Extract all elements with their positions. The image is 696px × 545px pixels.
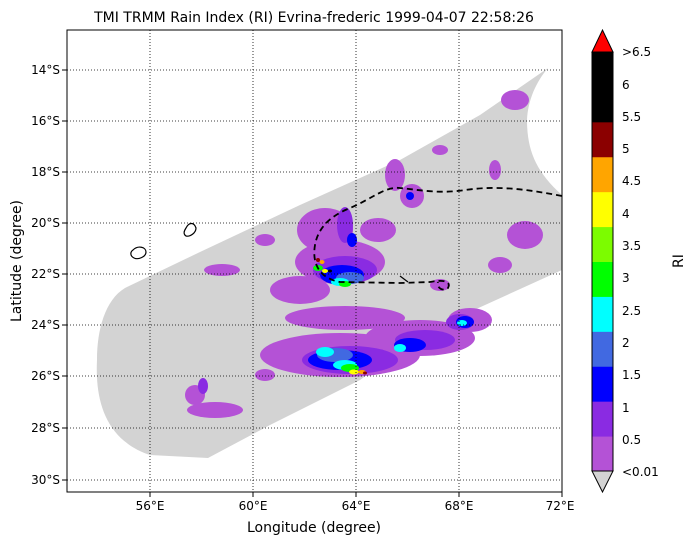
y-tick-label: 22°S	[31, 267, 60, 281]
y-axis-label: Latitude (degree)	[9, 200, 25, 322]
colorbar-block	[592, 191, 613, 228]
colorbar-tick-label: 2.5	[622, 304, 641, 318]
colorbar-tick-label: 3	[622, 271, 630, 285]
colorbar-tick-label: 2	[622, 336, 630, 350]
colorbar-tick-label: 1	[622, 401, 630, 415]
gridlines	[67, 30, 562, 492]
colorbar-block	[592, 401, 613, 437]
colorbar-tick-label: 0.5	[622, 433, 641, 447]
colorbar-over-triangle	[591, 28, 614, 53]
x-tick-label: 68°E	[445, 499, 474, 513]
colorbar-tick-label: <0.01	[622, 465, 659, 479]
x-tick-label: 64°E	[342, 499, 371, 513]
y-tick-label: 28°S	[31, 421, 60, 435]
y-tick-labels: 14°S 16°S 18°S 20°S 22°S 24°S 26°S 28°S …	[31, 63, 60, 487]
y-tick-label: 24°S	[31, 318, 60, 332]
chart-title: TMI TRMM Rain Index (RI) Evrina-frederic…	[93, 10, 534, 26]
colorbar-block	[592, 121, 613, 158]
colorbar-tick-label: 3.5	[622, 239, 641, 253]
plot-frame	[66, 29, 563, 493]
y-tick-label: 26°S	[31, 369, 60, 383]
y-tick-label: 18°S	[31, 165, 60, 179]
colorbar-block	[592, 296, 613, 332]
x-tick-labels: 56°E 60°E 64°E 68°E 72°E	[136, 499, 575, 513]
colorbar-block	[592, 366, 613, 402]
colorbar-block	[592, 226, 613, 262]
colorbar-tick-label: 6	[622, 78, 630, 92]
colorbar-tick-label: >6.5	[622, 45, 651, 59]
x-tick-label: 60°E	[239, 499, 268, 513]
colorbar-label: RI	[671, 254, 687, 268]
colorbar-tick-label: 5.5	[622, 110, 641, 124]
y-tick-label: 20°S	[31, 216, 60, 230]
colorbar-under-triangle	[591, 470, 614, 494]
colorbar-block	[592, 156, 613, 193]
colorbar-block	[592, 86, 613, 123]
colorbar-blocks	[592, 52, 613, 472]
y-tick-label: 30°S	[31, 473, 60, 487]
colorbar-tick-labels: >6.5 6 5.5 5 4.5 4 3.5 3 2.5 2 1.5 1 0.5…	[622, 45, 659, 479]
x-tick-label: 56°E	[136, 499, 165, 513]
colorbar-tick-label: 5	[622, 142, 630, 156]
coastlines	[130, 222, 197, 260]
colorbar-block	[592, 52, 613, 88]
y-tick-label: 14°S	[31, 63, 60, 77]
storm-track	[313, 187, 562, 291]
x-tick-label: 72°E	[546, 499, 575, 513]
colorbar-block	[592, 331, 613, 367]
track-mark	[399, 275, 409, 283]
colorbar-tick-label: 4	[622, 207, 630, 221]
colorbar-tick-label: 4.5	[622, 174, 641, 188]
colorbar: >6.5 6 5.5 5 4.5 4 3.5 3 2.5 2 1.5 1 0.5…	[591, 28, 687, 494]
colorbar-frame	[591, 51, 614, 472]
map-plot	[66, 29, 563, 493]
x-axis-label: Longitude (degree)	[247, 520, 381, 536]
axis-tick-marks	[62, 69, 563, 497]
rain-field	[185, 90, 543, 418]
colorbar-block	[592, 261, 613, 297]
colorbar-block	[592, 436, 613, 472]
colorbar-tick-label: 1.5	[622, 368, 641, 382]
y-tick-label: 16°S	[31, 114, 60, 128]
